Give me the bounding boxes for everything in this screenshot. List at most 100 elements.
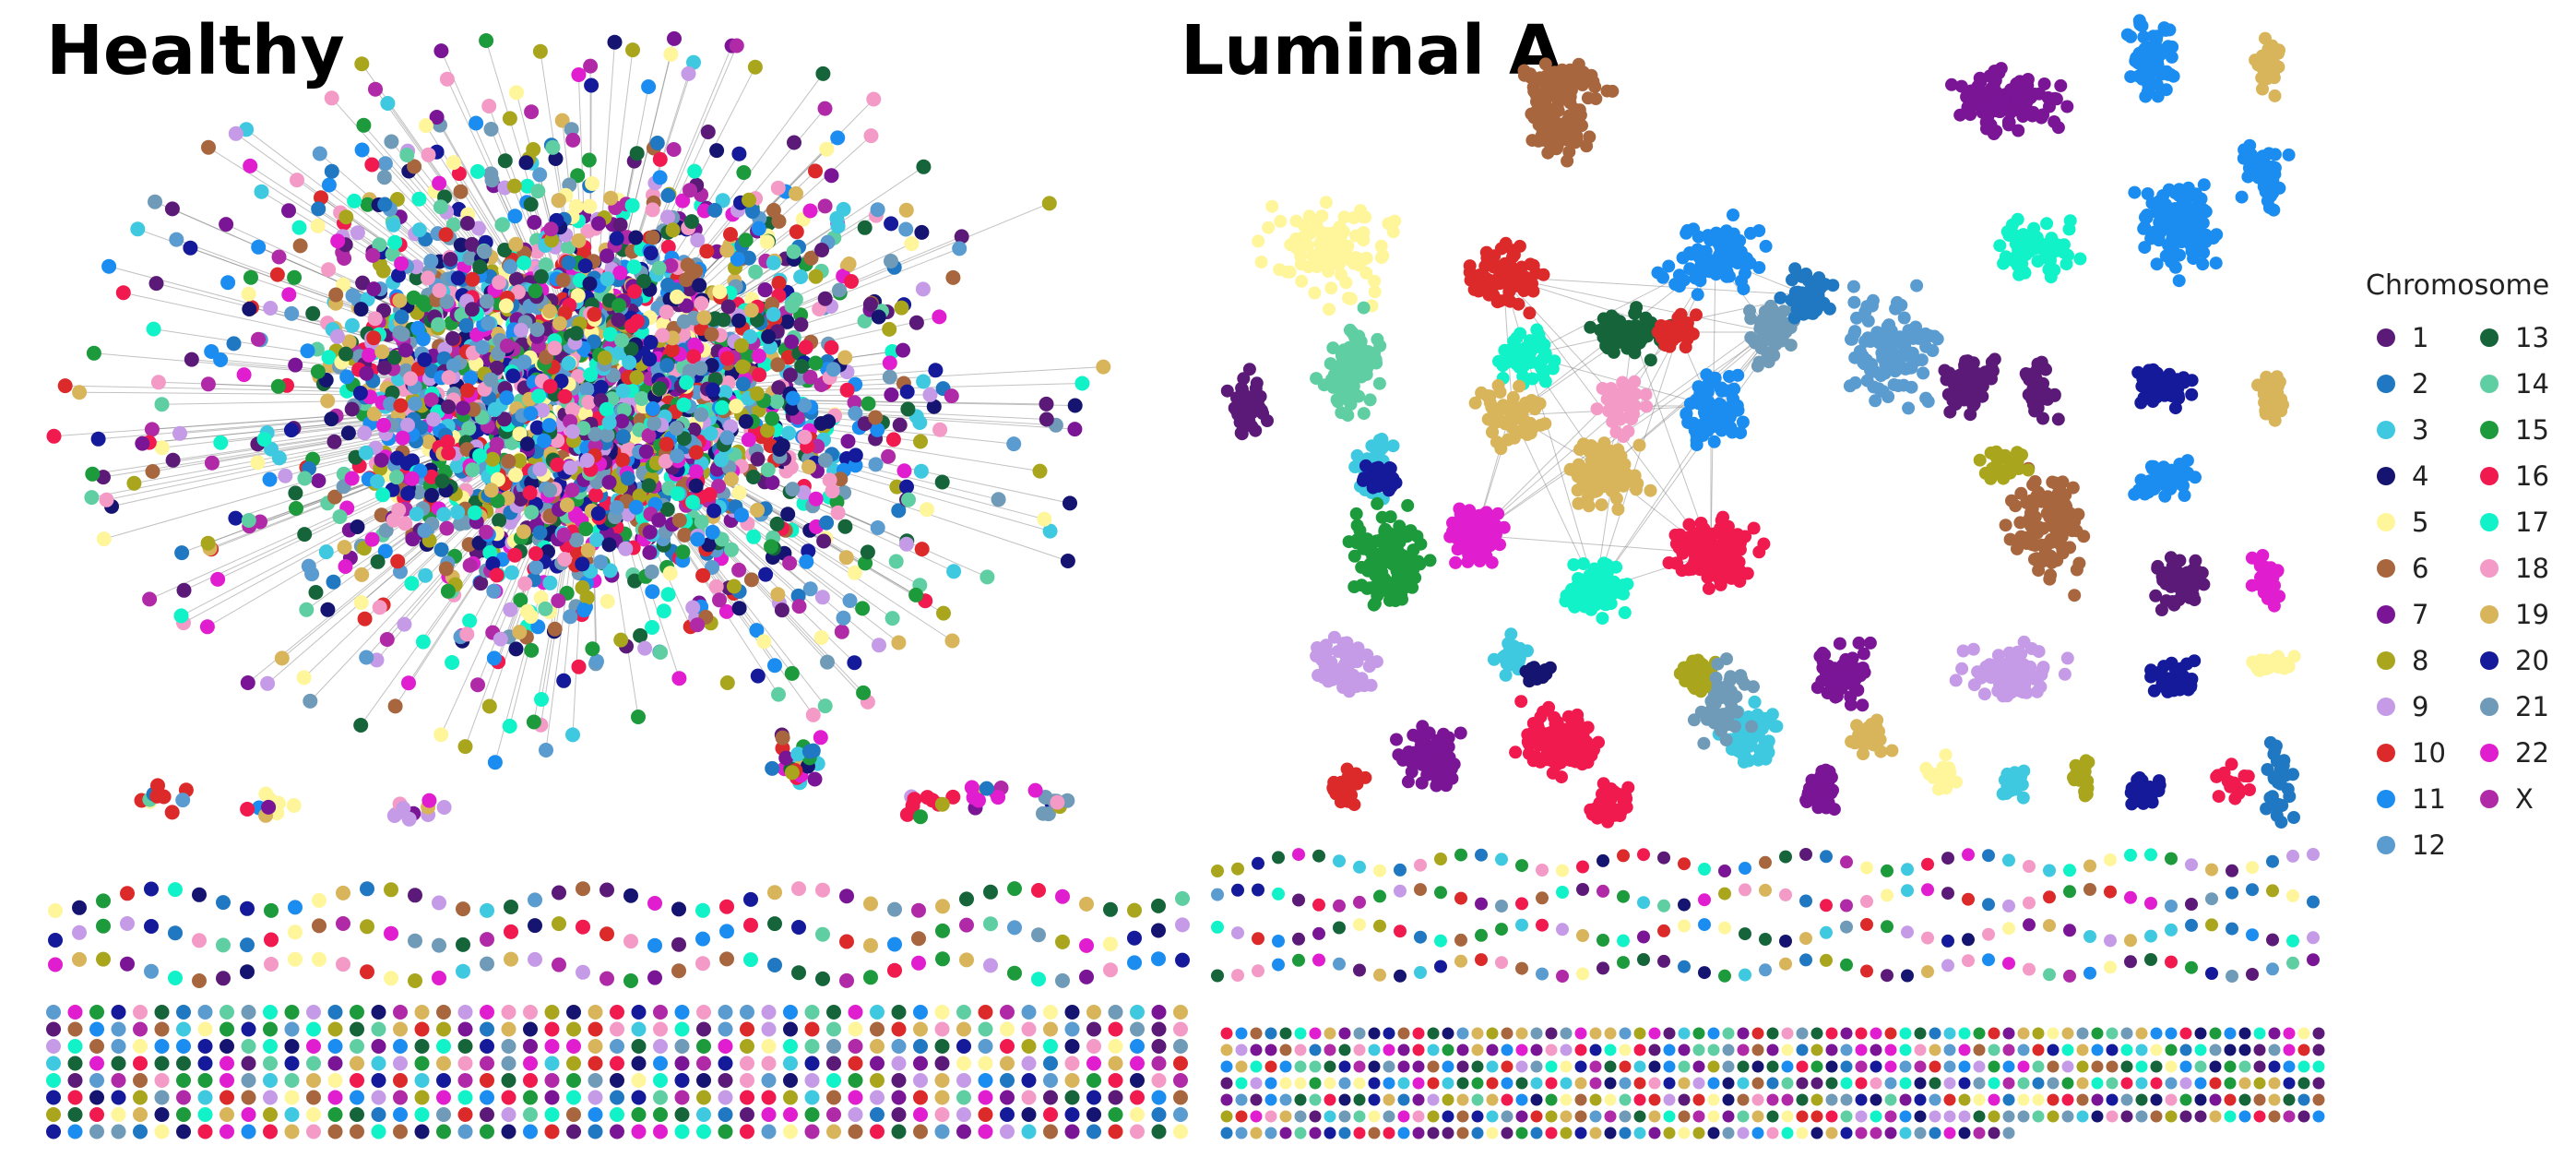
network-node — [729, 399, 744, 414]
network-node — [627, 573, 643, 589]
network-node — [441, 370, 457, 386]
network-node — [700, 125, 716, 139]
network-node — [956, 1124, 971, 1139]
network-node — [858, 555, 873, 571]
network-node — [541, 418, 557, 433]
network-node — [718, 603, 734, 619]
network-node — [693, 361, 708, 376]
network-node — [1000, 1124, 1015, 1139]
network-node — [497, 243, 513, 257]
network-node — [392, 325, 408, 340]
network-node — [1526, 284, 1540, 298]
network-node — [1930, 332, 1944, 346]
network-node — [978, 1107, 993, 1122]
network-node — [263, 1056, 278, 1071]
network-node — [459, 626, 475, 642]
network-node — [716, 312, 731, 328]
network-node — [310, 364, 326, 379]
network-node — [847, 565, 862, 580]
network-node — [393, 1056, 408, 1071]
network-node — [441, 446, 457, 460]
network-node — [934, 1005, 950, 1020]
network-node — [305, 305, 321, 321]
network-node — [359, 650, 374, 665]
network-node — [599, 593, 615, 609]
network-node — [503, 602, 518, 617]
network-node — [784, 665, 800, 681]
network-node — [566, 1090, 581, 1105]
network-node — [767, 916, 782, 932]
network-node — [370, 554, 386, 569]
network-node — [629, 146, 645, 161]
network-node — [67, 1021, 83, 1037]
network-node — [1007, 965, 1022, 981]
network-node — [513, 322, 528, 338]
network-node — [1735, 274, 1748, 288]
network-node — [197, 1107, 213, 1122]
network-node — [703, 425, 718, 441]
network-node — [702, 487, 718, 502]
network-node — [1759, 239, 1773, 253]
network-node — [523, 1005, 538, 1020]
network-node — [527, 215, 542, 230]
network-node — [674, 1056, 690, 1071]
network-node — [200, 535, 216, 551]
network-node — [376, 170, 392, 185]
network-node — [168, 971, 183, 985]
network-node — [1021, 1090, 1037, 1105]
network-node — [274, 650, 290, 666]
network-node — [1628, 332, 1642, 346]
network-node — [1662, 259, 1676, 273]
network-node — [401, 675, 416, 691]
network-node — [786, 244, 801, 259]
network-node — [2048, 91, 2061, 105]
network-node — [544, 1124, 560, 1139]
network-node — [327, 1021, 343, 1037]
network-node — [1274, 214, 1288, 228]
network-node — [472, 447, 488, 463]
network-node — [516, 256, 531, 270]
network-node — [729, 38, 744, 54]
network-node — [483, 483, 499, 498]
network-node — [871, 309, 886, 325]
network-node — [72, 951, 87, 967]
network-node — [899, 479, 914, 495]
network-node — [593, 379, 609, 395]
network-node — [613, 632, 629, 648]
network-node — [934, 1124, 950, 1139]
network-node — [197, 1039, 213, 1054]
network-node — [465, 271, 481, 287]
network-node — [1055, 889, 1070, 904]
network-node — [719, 951, 734, 967]
network-node — [601, 415, 617, 431]
network-node — [321, 262, 337, 278]
network-node — [568, 198, 584, 214]
network-node — [133, 1056, 148, 1071]
network-node — [561, 255, 576, 270]
network-node — [480, 1124, 494, 1139]
network-node — [1108, 1090, 1123, 1105]
network-node — [423, 254, 439, 268]
network-node — [789, 185, 803, 201]
network-node — [1031, 883, 1046, 898]
network-node — [226, 336, 242, 352]
network-node — [552, 316, 567, 331]
network-node — [804, 1056, 820, 1071]
network-node — [610, 1090, 624, 1105]
network-node — [291, 220, 307, 235]
network-node — [765, 411, 780, 426]
network-node — [665, 222, 681, 238]
network-node — [432, 895, 446, 911]
network-node — [545, 139, 561, 155]
network-node — [174, 545, 190, 561]
network-node — [896, 463, 912, 479]
network-node — [825, 483, 840, 499]
network-node — [1629, 305, 1643, 319]
network-node — [590, 506, 606, 521]
network-node — [740, 1107, 754, 1122]
network-node — [312, 951, 326, 967]
network-node — [696, 1005, 711, 1020]
network-node — [306, 1056, 321, 1071]
network-node — [1846, 332, 1858, 346]
network-node — [1347, 580, 1361, 593]
